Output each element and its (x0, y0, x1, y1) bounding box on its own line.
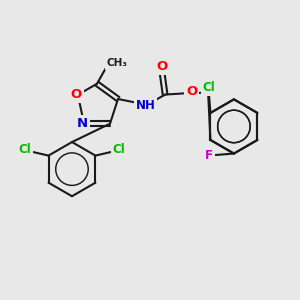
Text: O: O (157, 60, 168, 74)
Text: Cl: Cl (112, 143, 125, 156)
Text: CH₃: CH₃ (106, 58, 127, 68)
Text: F: F (205, 148, 213, 161)
Text: O: O (71, 88, 82, 101)
Text: Cl: Cl (19, 143, 31, 156)
Text: Cl: Cl (202, 81, 215, 94)
Text: O: O (186, 85, 197, 98)
Text: NH: NH (135, 99, 155, 112)
Text: N: N (77, 117, 88, 130)
